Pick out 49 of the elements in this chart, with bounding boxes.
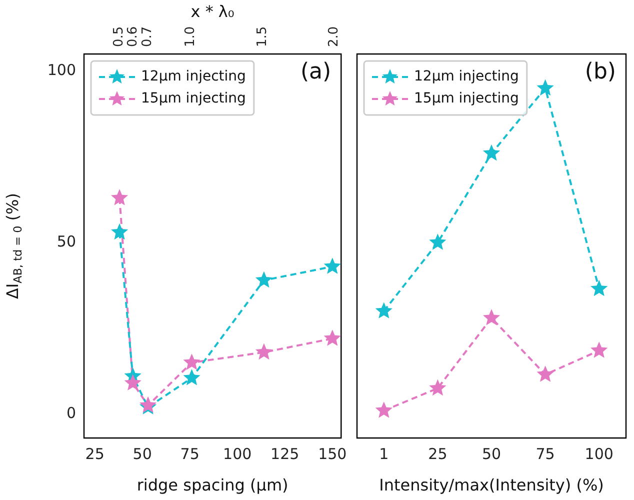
x2-tick-label: 0.7 [140, 26, 156, 48]
x-tick-label: 50 [132, 444, 152, 463]
x2-tick-label: 0.5 [111, 26, 126, 48]
y-tick-label: 100 [47, 61, 76, 80]
x-tick-label: 75 [180, 444, 200, 463]
x-tick-label: 25 [85, 444, 104, 463]
point [124, 374, 142, 390]
point [429, 234, 446, 250]
point [324, 330, 341, 346]
x-axis-title: Intensity/max(Intensity) (%) [379, 476, 604, 495]
point [482, 309, 500, 326]
annotation: (b) [584, 60, 616, 85]
point [183, 354, 200, 370]
point [324, 258, 341, 274]
x-axis-title: ridge spacing (μm) [136, 476, 288, 495]
x-tick-label: 50 [482, 444, 502, 463]
point [590, 280, 608, 296]
point [375, 402, 392, 418]
x2-tick-label: 0.6 [126, 26, 141, 48]
x-tick-label: 150 [318, 444, 347, 463]
legend-label: 12μm injecting [414, 68, 519, 85]
x-tick-label: 25 [428, 444, 448, 463]
point [536, 366, 554, 382]
x-tick-label: 100 [223, 444, 252, 463]
x-tick-label: 1 [379, 444, 389, 463]
legend-label: 15μm injecting [141, 90, 246, 107]
x2-tick-label: 2.0 [326, 26, 342, 48]
x2-tick-label: 1.0 [183, 26, 198, 48]
x-tick-label: 125 [270, 444, 300, 463]
point [482, 144, 500, 161]
y-axis-title: ΔIAB, td = 0 (%) [3, 193, 25, 299]
point [110, 223, 128, 240]
x2-tick-label: 1.5 [254, 26, 270, 48]
x2-axis-title: x * λ₀ [190, 2, 234, 21]
legend-label: 12μm injecting [141, 68, 246, 85]
point [255, 271, 273, 288]
point [536, 79, 554, 96]
y-tick-label: 50 [56, 232, 76, 250]
point [375, 302, 392, 318]
point [110, 189, 128, 206]
legend-label: 15μm injecting [414, 90, 519, 107]
x-tick-label: 100 [584, 444, 614, 463]
x-tick-label: 75 [536, 444, 555, 463]
point [183, 369, 200, 386]
point [590, 342, 608, 358]
annotation: (a) [300, 60, 332, 85]
point [255, 343, 273, 360]
y-tick-label: 0 [66, 404, 76, 422]
point [429, 379, 446, 396]
